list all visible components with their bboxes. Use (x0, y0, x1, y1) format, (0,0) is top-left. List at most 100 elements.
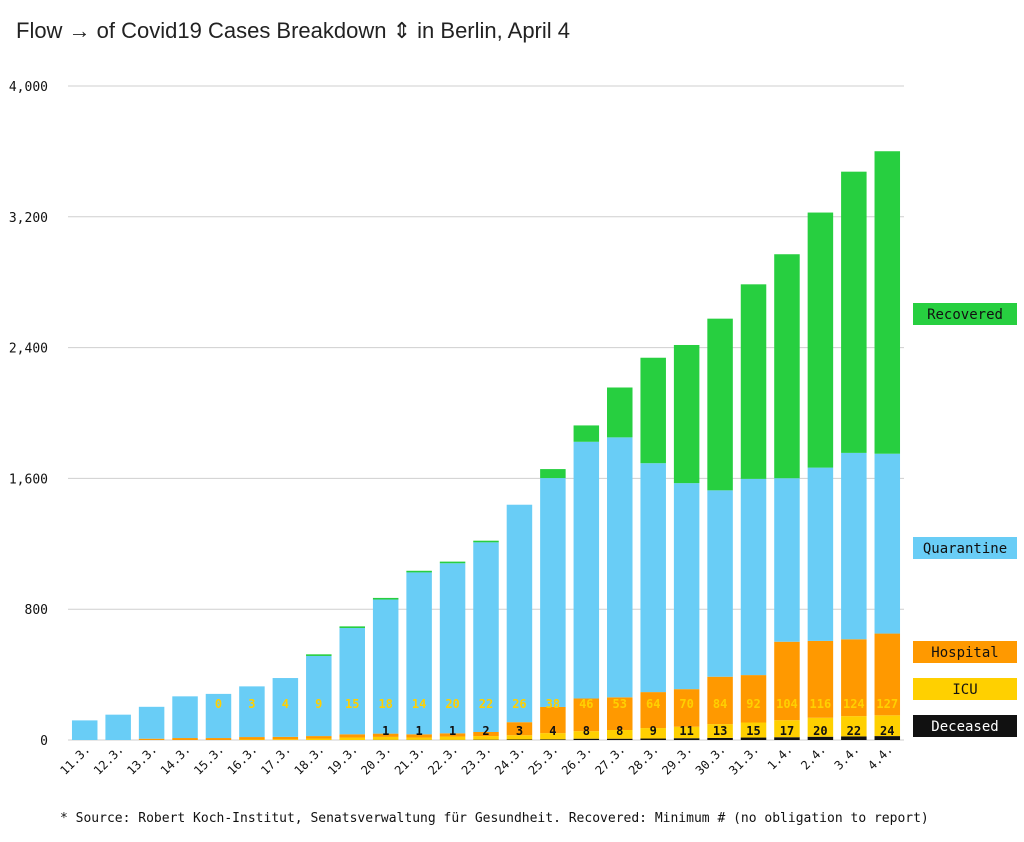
bar-segment-icu (306, 738, 332, 740)
bar-segment-recovered (439, 561, 466, 564)
bar-segment-hospital (406, 734, 432, 738)
y-tick-label: 2,400 (9, 342, 48, 357)
icu-value-label: 38 (546, 697, 560, 711)
bar-segment-deceased (740, 737, 767, 740)
bar-segment-icu (506, 735, 533, 740)
x-tick-label: 26.3. (559, 742, 594, 777)
bar-segment-icu (439, 736, 466, 740)
bar-segment-quarantine (439, 563, 466, 734)
legend-swatch-quarantine (913, 537, 1017, 559)
icu-value-label: 15 (345, 697, 359, 711)
legend-label-icu: ICU (952, 682, 977, 698)
bar-segment-quarantine (339, 628, 365, 735)
bar-segment-recovered (406, 570, 432, 573)
bar-segment-quarantine (707, 490, 733, 677)
y-tick-label: 800 (25, 603, 48, 618)
bar-segment-quarantine (71, 720, 98, 740)
icu-value-label: 14 (412, 697, 426, 711)
icu-value-label: 9 (315, 697, 322, 711)
bar-segment-quarantine (874, 453, 901, 634)
y-tick-label: 4,000 (9, 80, 48, 95)
x-tick-label: 12.3. (91, 742, 126, 777)
icu-value-label: 53 (613, 697, 627, 711)
bar-segment-deceased (807, 736, 834, 740)
deceased-value-label: 17 (780, 724, 794, 738)
x-tick-label: 28.3. (626, 742, 661, 777)
bar-segment-deceased (707, 737, 733, 740)
deceased-value-label: 11 (679, 724, 693, 738)
bar-segment-recovered (841, 171, 867, 453)
bar-segment-hospital (239, 737, 265, 740)
chart-title: Flow → of Covid19 Cases Breakdown ⇕ in B… (16, 18, 570, 43)
x-tick-label: 18.3. (291, 742, 326, 777)
legend-swatch-deceased (913, 715, 1017, 737)
bar-segment-hospital (607, 697, 633, 731)
legend-swatch-recovered (913, 303, 1017, 325)
icu-value-label: 70 (679, 697, 693, 711)
bar-segment-hospital (707, 676, 733, 725)
icu-value-label: 116 (810, 697, 832, 711)
bar-segment-hospital (807, 640, 834, 718)
icu-value-label: 127 (876, 697, 898, 711)
deceased-value-label: 3 (516, 724, 523, 738)
bar-segment-quarantine (841, 452, 867, 640)
bar-segment-icu (640, 728, 666, 739)
bar-segment-icu (372, 736, 399, 740)
x-tick-label: 3.4. (832, 742, 862, 772)
x-tick-label: 20.3. (358, 742, 393, 777)
icu-value-label: 64 (646, 697, 660, 711)
bar-segment-recovered (607, 387, 633, 438)
bar-segment-hospital (172, 738, 198, 740)
bar-segment-recovered (640, 357, 666, 464)
bar-segment-hospital (138, 738, 165, 740)
bar-segment-quarantine (172, 696, 198, 739)
bar-segment-quarantine (239, 686, 265, 738)
bar-segment-quarantine (640, 463, 666, 693)
deceased-value-label: 2 (482, 724, 489, 738)
bar-segment-hospital (372, 733, 399, 737)
source-note: * Source: Robert Koch-Institut, Senatsve… (60, 811, 929, 826)
bar-segment-quarantine (105, 714, 131, 740)
bar-segment-deceased (841, 736, 867, 740)
x-tick-label: 14.3. (158, 742, 193, 777)
bar-segment-recovered (740, 284, 767, 479)
bar-segment-deceased (673, 738, 700, 740)
bar-segment-recovered (540, 469, 566, 479)
bar-segment-hospital (339, 734, 365, 738)
x-tick-label: 2.4. (798, 742, 828, 772)
y-tick-label: 3,200 (9, 211, 48, 226)
bar-segment-hospital (874, 633, 901, 716)
x-tick-label: 22.3. (425, 742, 460, 777)
icu-value-label: 22 (479, 697, 493, 711)
x-tick-label: 1.4. (765, 742, 795, 772)
bar-segment-icu (607, 730, 633, 739)
bar-segment-deceased (540, 739, 566, 740)
bar-segment-deceased (573, 738, 600, 740)
legend: Deceased ICU Hospital Quarantine Recovered (913, 303, 1017, 737)
bar-segment-recovered (573, 425, 600, 442)
x-tick-label: 4.4. (865, 742, 895, 772)
legend-label-hospital: Hospital (931, 645, 998, 661)
x-tick-label: 19.3. (325, 742, 360, 777)
bar-segment-icu (540, 733, 566, 740)
bar-segment-hospital (673, 689, 700, 727)
bar-segment-deceased (874, 736, 901, 740)
bar-segment-deceased (774, 737, 800, 740)
bar-segment-recovered (707, 318, 733, 491)
bar-segment-hospital (573, 698, 600, 732)
icu-value-label: 124 (843, 697, 865, 711)
bar-segment-quarantine (138, 706, 165, 739)
deceased-value-label: 15 (746, 724, 760, 738)
x-tick-label: 27.3. (592, 742, 627, 777)
bar-segment-quarantine (807, 467, 834, 641)
bar-segment-quarantine (272, 678, 299, 737)
deceased-value-label: 20 (813, 724, 827, 738)
deceased-value-label: 4 (549, 724, 556, 738)
x-axis: 11.3.12.3.13.3.14.3.15.3.16.3.17.3.18.3.… (57, 742, 895, 777)
x-tick-label: 15.3. (191, 742, 226, 777)
bar-segment-quarantine (205, 693, 232, 739)
bar-segment-quarantine (306, 655, 332, 737)
bar-segment-recovered (306, 654, 332, 656)
bars-layer (71, 151, 901, 740)
